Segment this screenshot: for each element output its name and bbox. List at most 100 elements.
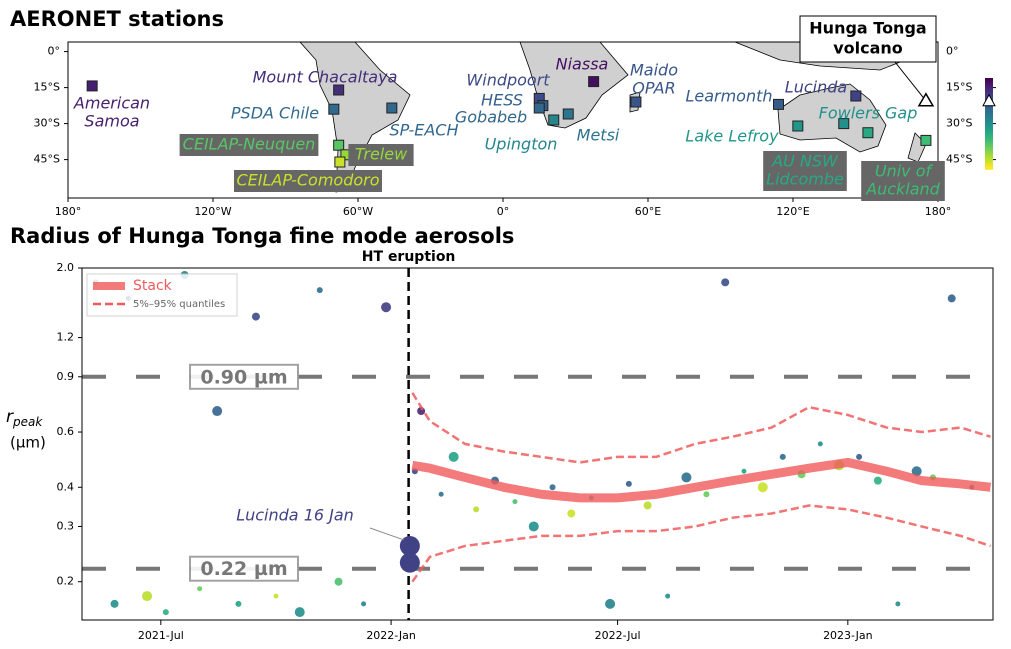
reference-label-box	[189, 555, 299, 582]
y-label-sub: peak	[12, 415, 43, 429]
colorbar-cell	[985, 121, 993, 125]
volcano-label: volcano	[833, 39, 903, 58]
data-point	[316, 287, 323, 294]
colorbar-cell	[985, 107, 993, 111]
station-marker	[920, 134, 932, 146]
colorbar-cell	[985, 119, 993, 122]
station-marker	[548, 114, 560, 126]
colorbar-cell	[985, 164, 993, 168]
y-tick-label: 0.6	[57, 425, 75, 438]
volcano-leader	[894, 61, 927, 102]
colorbar-cell	[985, 141, 993, 145]
annotation-leader	[369, 527, 405, 541]
label-box	[179, 134, 319, 156]
y-tick-label: 1.2	[57, 331, 75, 344]
data-point	[703, 491, 710, 498]
data-point	[197, 586, 203, 592]
colorbar-cell	[985, 137, 993, 141]
label-box	[234, 170, 382, 192]
station-label: Maido	[630, 61, 678, 80]
y-tick-label: 30°S	[34, 117, 60, 130]
colorbar-cell	[985, 87, 993, 90]
data-point	[895, 601, 901, 607]
y-tick-label: 15°S	[34, 81, 60, 94]
colorbar-cell	[985, 80, 993, 84]
station-label: OPAR	[632, 79, 676, 98]
colorbar-cell	[985, 91, 993, 95]
data-point	[911, 466, 922, 477]
y-axis-unit: (µm)	[10, 434, 46, 452]
legend-stack-label: Stack	[133, 278, 173, 294]
y-tick-label: 2.0	[57, 261, 75, 274]
y-axis-label: rpeak	[6, 407, 43, 429]
data-point	[721, 278, 730, 287]
data-point	[448, 451, 459, 462]
station-label: Learmonth	[685, 87, 772, 106]
data-point	[567, 509, 576, 518]
data-point	[856, 453, 863, 460]
colorbar-cell	[985, 78, 993, 81]
y-tick-label-right: 0°	[946, 45, 959, 58]
data-point	[235, 600, 242, 607]
colorbar-cell	[985, 109, 993, 113]
data-point	[665, 593, 671, 599]
data-point	[142, 591, 153, 602]
y-tick-label: 0.3	[57, 519, 75, 532]
data-point	[294, 607, 305, 618]
station-marker	[588, 76, 600, 88]
scatter-layer: 0.90 µm 0.22 µm HT eruption Lucinda 16 Jan 0…	[6, 249, 994, 642]
y-tick-label: 0.2	[57, 575, 75, 588]
station-marker	[533, 102, 545, 114]
station-marker	[562, 108, 574, 120]
data-point	[873, 476, 882, 485]
station-label: Mount Chacaltaya	[253, 68, 398, 87]
colorbar-cell	[985, 144, 993, 147]
data-point	[741, 468, 747, 474]
station-marker	[773, 98, 784, 110]
scatter-title: Radius of Hunga Tonga fine mode aerosols	[10, 224, 514, 248]
data-point	[473, 506, 480, 513]
data-point	[817, 441, 823, 447]
station-label: Gobabeb	[455, 108, 527, 127]
x-tick-label: 60°W	[343, 205, 373, 218]
data-point	[605, 598, 616, 609]
colorbar-cell	[985, 105, 993, 109]
colorbar-cell	[985, 125, 993, 129]
x-tick-label: 180°	[925, 205, 952, 218]
colorbar-cell	[985, 82, 993, 86]
label-box	[348, 144, 414, 166]
data-point	[643, 501, 652, 510]
x-tick-label: 2022-Jan	[366, 629, 416, 642]
station-label: Univ of	[875, 162, 934, 181]
data-point	[681, 472, 692, 483]
x-tick-label: 60°E	[635, 205, 661, 218]
data-point	[110, 599, 119, 608]
station-label: AU NSW	[771, 152, 839, 171]
y-tick-label-right: 30°S	[946, 117, 972, 130]
data-point	[757, 482, 768, 493]
station-label: Niassa	[556, 55, 609, 74]
station-label: HESS	[481, 91, 523, 110]
data-point	[334, 577, 343, 586]
colorbar-cell	[985, 112, 993, 115]
station-label: Windpoort	[466, 71, 550, 90]
station-label: CEILAP-Comodoro	[236, 171, 379, 190]
data-point	[947, 294, 956, 303]
station-marker	[630, 96, 642, 108]
station-marker	[838, 118, 850, 130]
colorbar-cell	[985, 148, 993, 152]
colorbar-cell	[985, 89, 993, 93]
colorbar-cell	[985, 132, 993, 136]
y-tick-label-right: 15°S	[946, 81, 972, 94]
station-label: American	[73, 94, 150, 113]
map-layer: 180° 120°W 60°W 0° 60°E 120°E 180° 0° 0° 15°S 15°S…	[34, 15, 996, 218]
station-marker	[792, 120, 804, 132]
station-label: Trelew	[355, 145, 408, 164]
data-point	[212, 406, 223, 417]
annotation-point	[399, 535, 420, 556]
colorbar-cell	[985, 128, 993, 131]
colorbar-cell	[985, 150, 993, 154]
colorbar-cell	[985, 160, 993, 163]
colorbar-cell	[985, 155, 993, 159]
